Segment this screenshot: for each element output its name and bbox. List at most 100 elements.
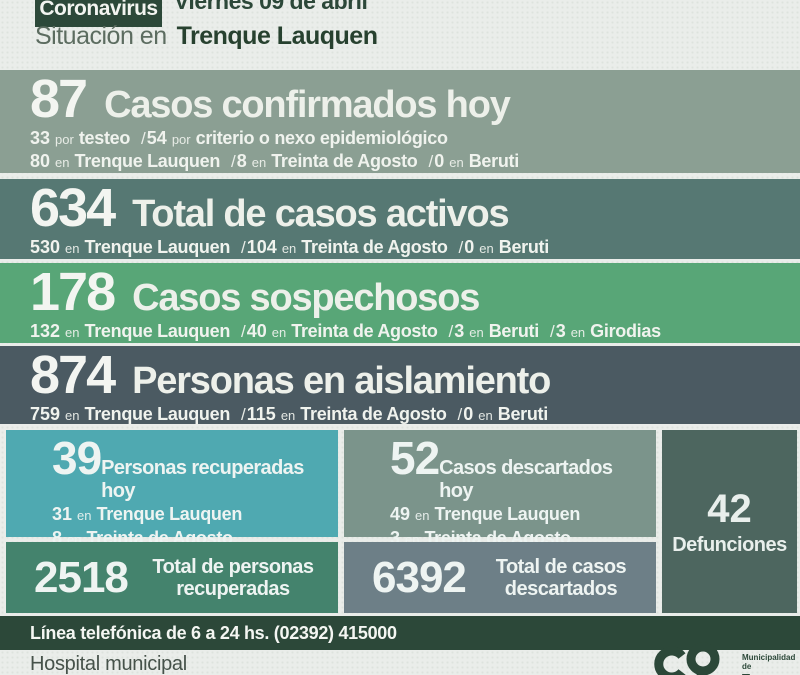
stat-value: 874 xyxy=(30,345,116,405)
coronavirus-badge-label: Coronavirus xyxy=(39,0,158,20)
breakdown-connector: en xyxy=(478,408,493,423)
breakdown-place: Girodias xyxy=(590,321,661,341)
report-date: Viernes 09 de abril xyxy=(174,0,368,14)
breakdown-place: Treinta de Agosto xyxy=(291,321,438,341)
breakdown-count: 759 xyxy=(30,404,61,424)
card-value: 6392 xyxy=(372,552,467,602)
stat-block-suspected: 178 Casos sospechosos 132 en Trenque Lauqu… xyxy=(0,263,800,343)
breakdown-connector: en xyxy=(280,408,296,423)
logo-text: Municipalidad de Trenque xyxy=(742,653,798,675)
card-headline: 52 Casos descartados hoy xyxy=(390,435,640,503)
card-title: Casos descartados hoy xyxy=(439,457,613,502)
breakdown-count: 0 xyxy=(434,151,445,171)
card-recovered-today: 39 Personas recuperadas hoy 31 en Trenque … xyxy=(6,430,338,572)
stat-headline: 874 Personas en aislamiento xyxy=(30,347,800,403)
logo-rings-icon xyxy=(654,642,720,675)
breakdown-count: 104 xyxy=(246,237,277,257)
report-subtitle: Situación en Trenque Lauquen xyxy=(35,22,378,51)
breakdown-connector: en xyxy=(415,508,430,523)
stat-headline: 634 Total de casos activos xyxy=(30,180,800,236)
logo-text-name: Trenque xyxy=(742,672,798,675)
card-headline: 39 Personas recuperadas hoy xyxy=(52,435,322,503)
stat-value: 178 xyxy=(30,262,116,322)
card-title: Personas recuperadas hoy xyxy=(101,457,304,502)
breakdown-count: 115 xyxy=(246,404,276,424)
stat-block-confirmed: 87 Casos confirmados hoy 33 por testeo/54 p… xyxy=(0,70,800,173)
breakdown-place: Trenque Lauquen xyxy=(84,321,231,341)
stat-headline: 178 Casos sospechosos xyxy=(30,264,800,320)
card-total-discarded: 6392 Total de casos descartados xyxy=(344,542,656,613)
logo-text-top: Municipalidad de xyxy=(742,653,796,671)
stat-title: Personas en aislamiento xyxy=(132,360,551,402)
breakdown-count: 49 xyxy=(390,504,411,524)
breakdown-connector: en xyxy=(271,325,287,340)
municipality-logo: Municipalidad de Trenque xyxy=(648,642,798,675)
separator: / xyxy=(241,405,246,424)
breakdown-place: Trenque Lauquen xyxy=(434,504,581,524)
card-total-recovered: 2518 Total de personas recuperadas xyxy=(6,542,338,613)
breakdown-connector: en xyxy=(55,155,70,170)
breakdown-place: Beruti xyxy=(468,151,520,171)
stat-title: Casos confirmados hoy xyxy=(104,84,511,126)
breakdown-place: Treinta de Agosto xyxy=(271,151,418,171)
breakdown-place: Trenque Lauquen xyxy=(96,504,243,524)
breakdown-place: Treinta de Agosto xyxy=(301,237,448,257)
card-breakdown-line: 31 en Trenque Lauquen xyxy=(52,503,322,527)
breakdown-place: Trenque Lauquen xyxy=(74,151,221,171)
breakdown-count: 54 xyxy=(146,128,167,148)
breakdown-count: 3 xyxy=(555,321,566,341)
breakdown-count: 80 xyxy=(30,151,51,171)
card-title: Total de personas recuperadas xyxy=(152,555,314,600)
breakdown-connector: por xyxy=(55,132,74,147)
separator: / xyxy=(549,322,555,341)
card-value: 39 xyxy=(52,432,102,484)
breakdown-connector: en xyxy=(77,508,92,523)
stat-headline: 87 Casos confirmados hoy xyxy=(30,71,800,127)
stat-breakdown-line: 132 en Trenque Lauquen/40 en Treinta de Agos… xyxy=(30,321,800,343)
stat-breakdown-line: 80 en Trenque Lauquen/8 en Treinta de Agosto… xyxy=(30,151,800,173)
breakdown-place: Beruti xyxy=(488,321,540,341)
stat-title: Casos sospechosos xyxy=(132,277,480,319)
breakdown-connector: en xyxy=(479,241,494,256)
stat-title: Total de casos activos xyxy=(132,193,509,235)
hospital-label: Hospital municipal xyxy=(30,653,187,675)
breakdown-connector: en xyxy=(449,155,464,170)
card-discarded-today: 52 Casos descartados hoy 49 en Trenque Lau… xyxy=(344,430,656,572)
separator: / xyxy=(428,152,434,171)
breakdown-connector: en xyxy=(65,241,80,256)
separator: / xyxy=(241,322,246,341)
breakdown-connector: en xyxy=(570,325,586,340)
breakdown-connector: en xyxy=(469,325,484,340)
separator: / xyxy=(141,129,146,148)
stat-breakdown-line: 530 en Trenque Lauquen/104 en Treinta de Ago… xyxy=(30,237,800,259)
breakdown-count: 132 xyxy=(30,321,61,341)
breakdown-place: criterio o nexo epidemiológico xyxy=(195,128,448,148)
card-value: 2518 xyxy=(34,552,129,602)
breakdown-connector: en xyxy=(65,325,80,340)
phone-line-bar: Línea telefónica de 6 a 24 hs. (02392) 4… xyxy=(0,616,800,650)
breakdown-count: 3 xyxy=(454,321,465,341)
breakdown-count: 0 xyxy=(464,237,475,257)
breakdown-count: 33 xyxy=(30,128,51,148)
separator: / xyxy=(458,238,464,257)
card-breakdown-line: 49 en Trenque Lauquen xyxy=(390,503,640,527)
card-deaths: 42 Defunciones xyxy=(662,430,797,613)
breakdown-connector: en xyxy=(65,408,80,423)
subtitle-location: Trenque Lauquen xyxy=(176,22,378,50)
breakdown-count: 8 xyxy=(52,528,63,548)
breakdown-place: Beruti xyxy=(498,237,550,257)
separator: / xyxy=(231,152,236,171)
breakdown-count: 40 xyxy=(246,321,267,341)
separator: / xyxy=(241,238,246,257)
coronavirus-badge: Coronavirus xyxy=(35,0,162,27)
stat-block-isolation: 874 Personas en aislamiento 759 en Trenque… xyxy=(0,346,800,424)
breakdown-count: 530 xyxy=(30,237,61,257)
breakdown-place: Trenque Lauquen xyxy=(84,237,231,257)
breakdown-connector: por xyxy=(171,132,191,147)
breakdown-place: Trenque Lauquen xyxy=(84,404,231,424)
breakdown-count: 0 xyxy=(463,404,474,424)
separator: / xyxy=(448,322,454,341)
separator: / xyxy=(457,405,463,424)
card-value: 42 xyxy=(707,486,752,531)
